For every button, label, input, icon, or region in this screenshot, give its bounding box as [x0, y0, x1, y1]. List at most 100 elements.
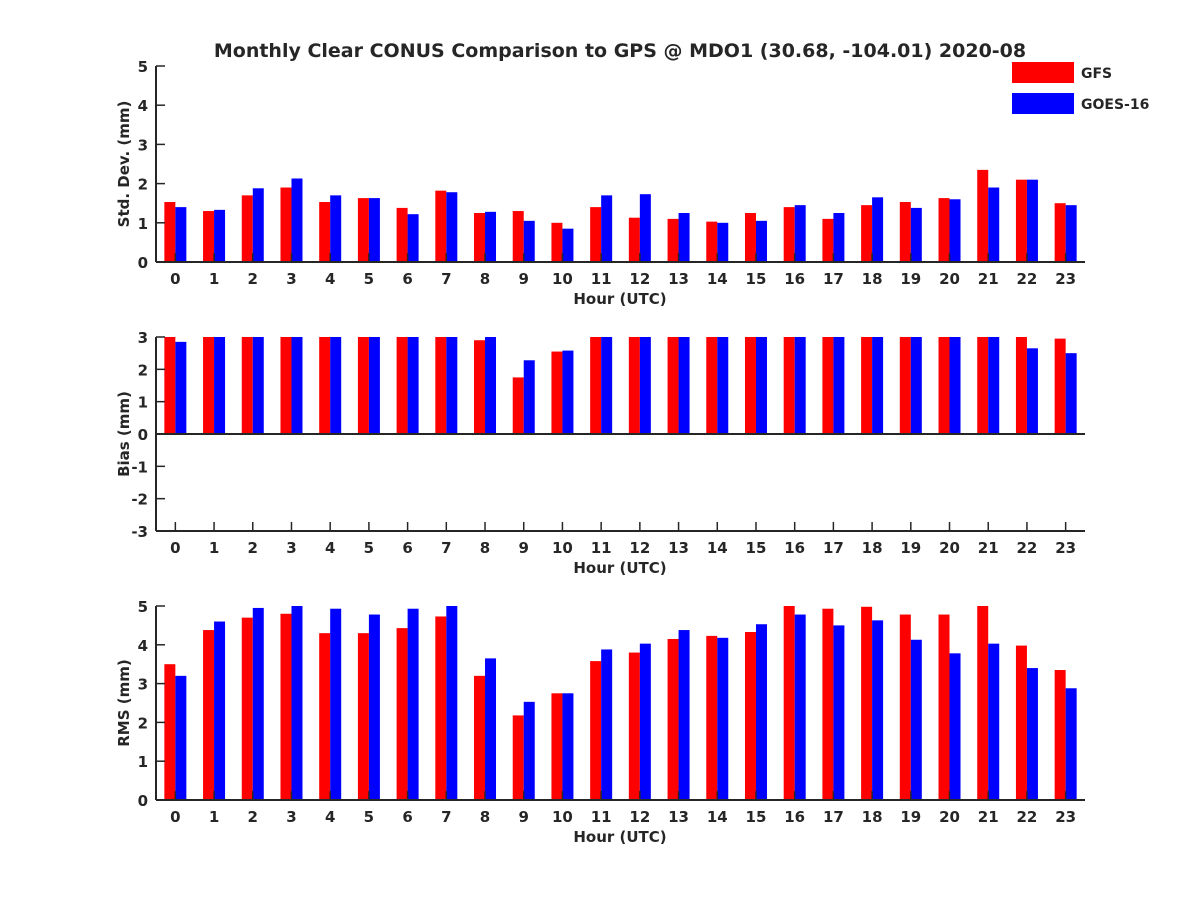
bar-goes16-h10: [562, 350, 574, 434]
bar-gfs-h0: [164, 202, 176, 262]
y-tick-label: 0: [138, 254, 148, 272]
bar-gfs-h0: [164, 337, 176, 434]
bar-goes16-h21: [988, 643, 1000, 800]
bar-gfs-h1: [203, 630, 215, 800]
bar-goes16-h11: [601, 649, 613, 800]
bar-goes16-h22: [1026, 179, 1038, 262]
bar-goes16-h17: [833, 625, 845, 800]
bar-gfs-h11: [590, 337, 602, 434]
bar-gfs-h5: [357, 633, 369, 800]
x-tick-label: 23: [1055, 539, 1076, 557]
x-tick-label: 20: [939, 539, 960, 557]
y-axis-label: Bias (mm): [115, 391, 133, 477]
bar-gfs-h21: [977, 606, 989, 800]
x-tick-label: 7: [441, 808, 451, 826]
bar-gfs-h20: [938, 614, 950, 800]
bar-goes16-h2: [252, 337, 264, 434]
bar-goes16-h2: [252, 607, 264, 800]
chart-title: Monthly Clear CONUS Comparison to GPS @ …: [214, 40, 1026, 62]
x-tick-label: 16: [784, 808, 805, 826]
x-tick-label: 0: [170, 270, 180, 288]
bar-goes16-h10: [562, 693, 574, 800]
bar-gfs-h8: [474, 340, 486, 434]
x-tick-label: 1: [209, 270, 219, 288]
bar-gfs-h3: [280, 187, 292, 262]
bar-gfs-h12: [628, 652, 640, 800]
bar-gfs-h2: [241, 195, 253, 262]
bar-goes16-h1: [214, 337, 226, 434]
x-tick-label: 15: [746, 808, 767, 826]
bar-gfs-h6: [396, 337, 408, 434]
bar-gfs-h7: [435, 190, 447, 262]
bar-goes16-h20: [949, 199, 961, 262]
bar-gfs-h4: [319, 633, 331, 800]
bar-gfs-h18: [861, 337, 873, 434]
bar-gfs-h8: [474, 213, 486, 262]
bar-goes16-h20: [949, 337, 961, 434]
x-tick-label: 17: [823, 808, 844, 826]
y-tick-label: 4: [138, 637, 148, 655]
bar-gfs-h10: [551, 351, 563, 434]
bar-goes16-h21: [988, 187, 1000, 262]
bar-gfs-h15: [744, 337, 756, 434]
bar-gfs-h1: [203, 337, 215, 434]
x-tick-label: 0: [170, 539, 180, 557]
bar-gfs-h7: [435, 616, 447, 800]
x-tick-label: 18: [862, 539, 883, 557]
y-tick-label: -3: [131, 523, 148, 541]
bar-gfs-h9: [512, 377, 524, 434]
bar-goes16-h15: [755, 337, 767, 434]
bar-gfs-h11: [590, 661, 602, 800]
bar-gfs-h23: [1054, 203, 1066, 262]
bar-gfs-h0: [164, 664, 176, 800]
bar-gfs-h2: [241, 337, 253, 434]
bar-goes16-h14: [717, 337, 729, 434]
bar-gfs-h17: [822, 608, 834, 800]
bar-gfs-h22: [1015, 645, 1027, 800]
x-tick-label: 14: [707, 270, 728, 288]
bar-gfs-h16: [783, 337, 795, 434]
x-tick-label: 9: [519, 539, 529, 557]
bar-goes16-h1: [214, 621, 226, 800]
bar-goes16-h5: [368, 198, 380, 262]
x-tick-label: 2: [248, 539, 258, 557]
x-tick-label: 15: [746, 539, 767, 557]
bar-gfs-h3: [280, 613, 292, 800]
bar-goes16-h3: [291, 337, 303, 434]
y-axis-label: Std. Dev. (mm): [115, 101, 133, 228]
x-tick-label: 17: [823, 539, 844, 557]
y-tick-label: 2: [138, 714, 148, 732]
x-tick-label: 10: [552, 270, 573, 288]
bar-goes16-h19: [910, 337, 922, 434]
y-tick-label: 4: [138, 97, 148, 115]
bar-goes16-h17: [833, 213, 845, 262]
bar-gfs-h9: [512, 715, 524, 800]
bar-gfs-h14: [706, 337, 718, 434]
bar-goes16-h17: [833, 337, 845, 434]
bar-goes16-h9: [523, 701, 535, 800]
x-tick-label: 1: [209, 539, 219, 557]
x-tick-label: 4: [325, 539, 335, 557]
bar-goes16-h16: [794, 337, 806, 434]
legend-label-goes16: GOES-16: [1081, 97, 1149, 113]
bar-goes16-h13: [678, 630, 690, 800]
x-tick-label: 3: [286, 808, 296, 826]
bar-goes16-h16: [794, 205, 806, 262]
bar-goes16-h0: [175, 207, 187, 262]
bar-gfs-h16: [783, 606, 795, 800]
x-tick-label: 11: [591, 808, 612, 826]
x-tick-label: 4: [325, 808, 335, 826]
bar-gfs-h13: [667, 218, 679, 262]
bar-goes16-h23: [1065, 353, 1077, 434]
legend-swatch-goes16: [1012, 93, 1074, 114]
bar-goes16-h20: [949, 653, 961, 800]
bar-gfs-h23: [1054, 338, 1066, 434]
bar-gfs-h19: [899, 337, 911, 434]
bar-gfs-h11: [590, 207, 602, 262]
x-tick-label: 18: [862, 808, 883, 826]
bar-gfs-h20: [938, 198, 950, 262]
bar-gfs-h12: [628, 337, 640, 434]
x-tick-label: 6: [402, 270, 412, 288]
